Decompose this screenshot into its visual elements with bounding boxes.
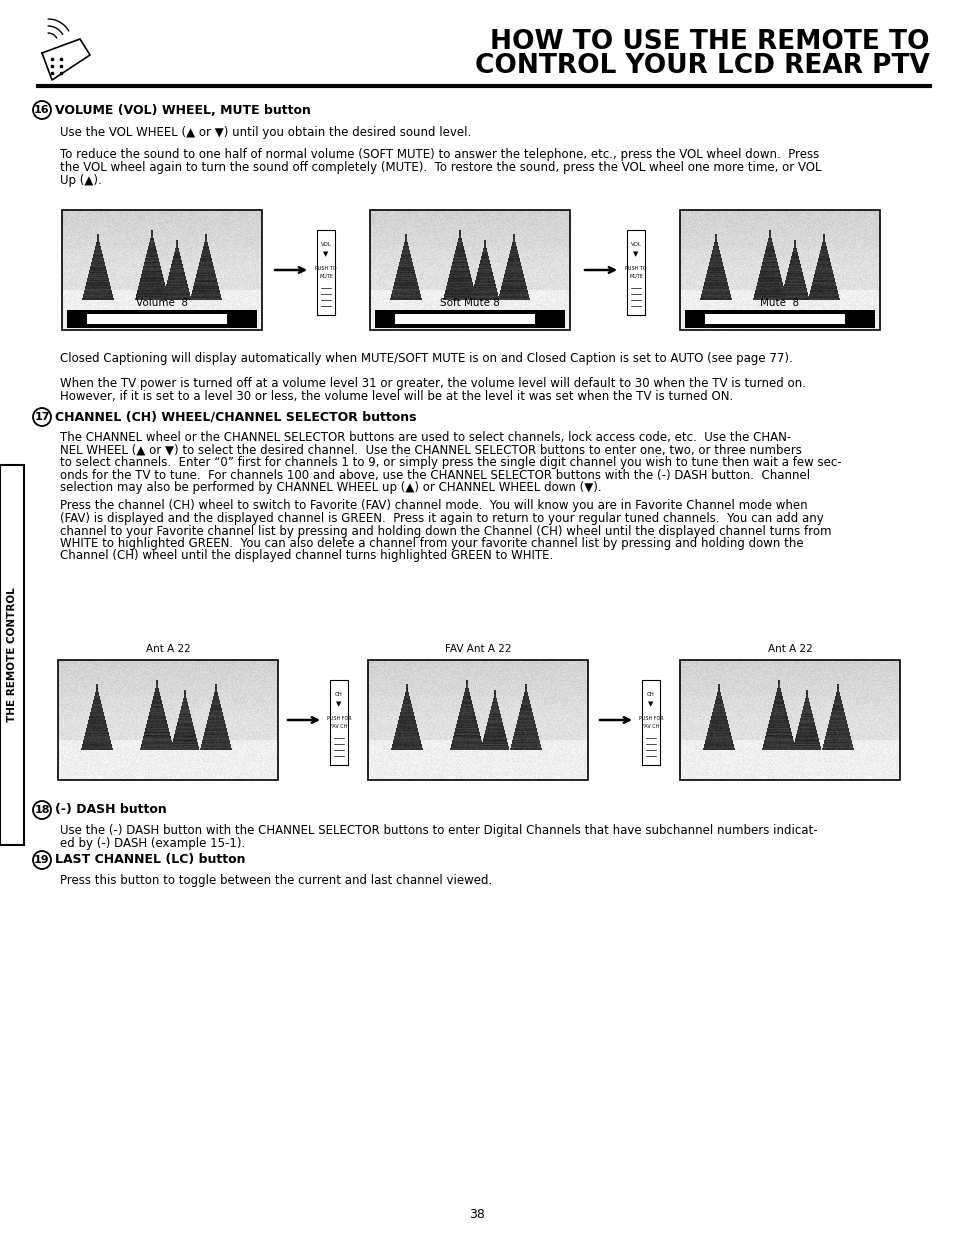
Text: CH: CH (335, 693, 342, 698)
Text: VOLUME (VOL) WHEEL, MUTE button: VOLUME (VOL) WHEEL, MUTE button (55, 104, 311, 116)
Bar (679, 659, 899, 781)
Text: THE REMOTE CONTROL: THE REMOTE CONTROL (7, 588, 17, 722)
Text: selection may also be performed by CHANNEL WHEEL up (▲) or CHANNEL WHEEL down (▼: selection may also be performed by CHANN… (60, 480, 601, 494)
Text: Channel (CH) wheel until the displayed channel turns highlighted GREEN to WHITE.: Channel (CH) wheel until the displayed c… (60, 550, 553, 562)
Bar (368, 659, 587, 781)
Text: Closed Captioning will display automatically when MUTE/SOFT MUTE is on and Close: Closed Captioning will display automatic… (60, 352, 792, 366)
Bar (0, 466, 24, 845)
Text: Up (▲).: Up (▲). (60, 174, 102, 186)
Text: FAV CH: FAV CH (330, 725, 347, 730)
Text: (-) DASH button: (-) DASH button (55, 804, 167, 816)
Text: PUSH TO: PUSH TO (624, 266, 646, 270)
Text: 18: 18 (34, 805, 50, 815)
Bar (704, 314, 844, 324)
Bar (330, 680, 348, 764)
Text: LAST CHANNEL (LC) button: LAST CHANNEL (LC) button (55, 853, 245, 867)
Circle shape (33, 101, 51, 119)
Bar (370, 210, 569, 330)
Text: 19: 19 (34, 855, 50, 864)
Circle shape (33, 408, 51, 426)
Bar (684, 310, 874, 329)
Text: Press the channel (CH) wheel to switch to Favorite (FAV) channel mode.  You will: Press the channel (CH) wheel to switch t… (60, 499, 807, 513)
Bar (626, 230, 644, 315)
Text: ▼: ▼ (633, 251, 638, 257)
Text: Ant A 22: Ant A 22 (146, 643, 191, 655)
Text: CONTROL YOUR LCD REAR PTV: CONTROL YOUR LCD REAR PTV (475, 53, 929, 79)
Text: VOL: VOL (630, 242, 640, 247)
Text: CHANNEL (CH) WHEEL/CHANNEL SELECTOR buttons: CHANNEL (CH) WHEEL/CHANNEL SELECTOR butt… (55, 410, 416, 424)
Circle shape (33, 802, 51, 819)
Text: Ant A 22: Ant A 22 (767, 643, 812, 655)
Bar (375, 310, 564, 329)
Bar (87, 314, 227, 324)
Circle shape (33, 851, 51, 869)
Text: CH: CH (646, 693, 655, 698)
Text: PUSH TO: PUSH TO (314, 266, 336, 270)
Text: To reduce the sound to one half of normal volume (SOFT MUTE) to answer the telep: To reduce the sound to one half of norma… (60, 148, 819, 161)
Text: channel to your Favorite channel list by pressing and holding down the Channel (: channel to your Favorite channel list by… (60, 525, 831, 537)
Text: 38: 38 (469, 1209, 484, 1221)
Bar (62, 210, 262, 330)
Text: 17: 17 (34, 412, 50, 422)
Bar (679, 210, 879, 330)
Text: ed by (-) DASH (example 15-1).: ed by (-) DASH (example 15-1). (60, 837, 245, 850)
Text: ▼: ▼ (648, 701, 653, 706)
Text: ▼: ▼ (323, 251, 329, 257)
Bar (58, 659, 277, 781)
Text: (FAV) is displayed and the displayed channel is GREEN.  Press it again to return: (FAV) is displayed and the displayed cha… (60, 513, 822, 525)
Bar (395, 314, 535, 324)
Text: NEL WHEEL (▲ or ▼) to select the desired channel.  Use the CHANNEL SELECTOR butt: NEL WHEEL (▲ or ▼) to select the desired… (60, 443, 801, 457)
Text: WHITE to highlighted GREEN.  You can also delete a channel from your favorite ch: WHITE to highlighted GREEN. You can also… (60, 537, 802, 550)
Bar (67, 310, 256, 329)
Text: However, if it is set to a level 30 or less, the volume level will be at the lev: However, if it is set to a level 30 or l… (60, 390, 733, 403)
Text: onds for the TV to tune.  For channels 100 and above, use the CHANNEL SELECTOR b: onds for the TV to tune. For channels 10… (60, 468, 809, 482)
Text: PUSH FOR: PUSH FOR (326, 715, 351, 720)
Bar (641, 680, 659, 764)
Polygon shape (42, 40, 90, 80)
Text: Press this button to toggle between the current and last channel viewed.: Press this button to toggle between the … (60, 874, 492, 887)
Text: The CHANNEL wheel or the CHANNEL SELECTOR buttons are used to select channels, l: The CHANNEL wheel or the CHANNEL SELECTO… (60, 431, 790, 445)
Text: PUSH FOR: PUSH FOR (638, 715, 662, 720)
Text: Volume  8: Volume 8 (136, 298, 188, 308)
Text: Soft Mute 8: Soft Mute 8 (439, 298, 499, 308)
Text: VOL: VOL (320, 242, 331, 247)
Text: to select channels.  Enter “0” first for channels 1 to 9, or simply press the si: to select channels. Enter “0” first for … (60, 456, 841, 469)
Text: When the TV power is turned off at a volume level 31 or greater, the volume leve: When the TV power is turned off at a vol… (60, 377, 805, 390)
Text: 16: 16 (34, 105, 50, 115)
Bar (316, 230, 335, 315)
Text: HOW TO USE THE REMOTE TO: HOW TO USE THE REMOTE TO (490, 28, 929, 56)
Text: FAV Ant A 22: FAV Ant A 22 (444, 643, 511, 655)
Text: Mute  8: Mute 8 (760, 298, 799, 308)
Text: the VOL wheel again to turn the sound off completely (MUTE).  To restore the sou: the VOL wheel again to turn the sound of… (60, 161, 821, 174)
Text: Use the (-) DASH button with the CHANNEL SELECTOR buttons to enter Digital Chann: Use the (-) DASH button with the CHANNEL… (60, 824, 817, 837)
Text: FAV CH: FAV CH (641, 725, 659, 730)
Text: ▼: ▼ (336, 701, 341, 706)
Text: Use the VOL WHEEL (▲ or ▼) until you obtain the desired sound level.: Use the VOL WHEEL (▲ or ▼) until you obt… (60, 126, 471, 140)
Text: MUTE: MUTE (628, 274, 642, 279)
Text: MUTE: MUTE (318, 274, 333, 279)
